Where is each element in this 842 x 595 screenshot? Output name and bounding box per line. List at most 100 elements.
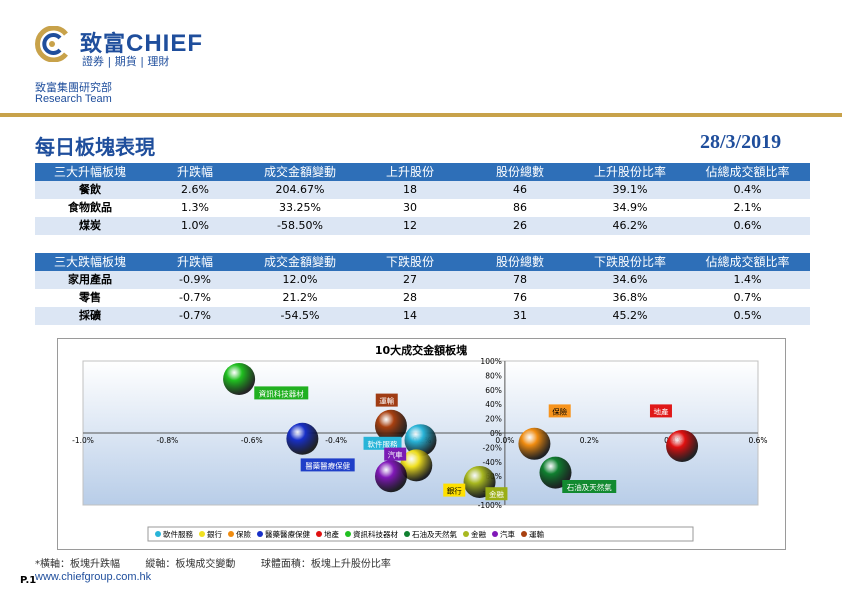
column-header: 上升股份 — [355, 163, 465, 181]
data-label-bg — [384, 447, 407, 461]
data-label: 金融 — [489, 489, 504, 499]
data-label-bg — [300, 458, 355, 472]
x-tick-label: -0.4% — [325, 436, 347, 445]
legend-marker — [345, 531, 351, 537]
table-cell: 204.67% — [245, 181, 355, 199]
table-cell: 0.4% — [685, 181, 810, 199]
header-divider — [0, 113, 842, 117]
table-cell: 0.7% — [685, 289, 810, 307]
data-label-bg — [254, 386, 309, 400]
y-tick-label: 0% — [490, 429, 502, 438]
data-label-bg — [443, 483, 466, 497]
bubble-6 — [223, 363, 256, 395]
table-cell: 1.4% — [685, 271, 810, 289]
brand-tagline: 證券 | 期貨 | 理財 — [82, 55, 170, 68]
table-cell: 0.5% — [685, 307, 810, 325]
legend-item: 地產 — [324, 529, 339, 539]
sector-name: 食物飲品 — [35, 199, 145, 217]
chart-footnote: *橫軸：板塊升跌幅 縱軸：板塊成交變動 球體面積：板塊上升股份比率 — [35, 559, 391, 570]
data-label-bg — [649, 404, 672, 418]
sector-name: 家用產品 — [35, 271, 145, 289]
legend-box — [147, 526, 694, 542]
data-label: 地產 — [653, 406, 668, 416]
gainers-body: 餐飲 2.6% 204.67% 18 46 39.1% 0.4% 食物飲品 1.3% 33.25%… — [35, 181, 810, 235]
losers-table: 三大跌幅板塊 升跌幅 成交金額變動 下跌股份 股份總數 下跌股份比率 佔總成交額比率 家用產… — [35, 253, 810, 325]
x-tick-label: -0.6% — [241, 436, 263, 445]
table-cell: -58.50% — [245, 217, 355, 235]
table-cell: 78 — [465, 271, 575, 289]
table-row: 採礦 -0.7% -54.5% 14 31 45.2% 0.5% — [35, 307, 810, 325]
table-cell: -0.7% — [145, 289, 245, 307]
y-tick-label: 100% — [480, 357, 501, 366]
column-header: 成交金額變動 — [245, 253, 355, 271]
x-tick-label: 0.2% — [580, 436, 599, 445]
table-cell: 21.2% — [245, 289, 355, 307]
brand-name-en: CHIEF — [126, 30, 204, 57]
column-header: 佔總成交額比率 — [685, 253, 810, 271]
legend-item: 資訊科技器材 — [353, 529, 398, 539]
gainers-table: 三大升幅板塊 升跌幅 成交金額變動 上升股份 股份總數 上升股份比率 佔總成交額比率 餐飲 2… — [35, 163, 810, 235]
data-label-bg — [363, 436, 402, 450]
data-label: 汽車 — [388, 450, 403, 460]
table-cell: 12 — [355, 217, 465, 235]
table-cell: 46.2% — [575, 217, 685, 235]
y-tick-label: 80% — [485, 371, 502, 380]
data-label-bg — [375, 393, 398, 407]
x-tick-label: 0.0% — [495, 436, 514, 445]
legend-marker — [155, 531, 161, 537]
column-header: 股份總數 — [465, 253, 575, 271]
table-cell: 26 — [465, 217, 575, 235]
table-cell: -0.7% — [145, 307, 245, 325]
bubble-2 — [400, 449, 433, 482]
table-row: 餐飲 2.6% 204.67% 18 46 39.1% 0.4% — [35, 181, 810, 199]
sector-name: 煤炭 — [35, 217, 145, 235]
table-cell: 0.6% — [685, 217, 810, 235]
data-label: 銀行 — [447, 486, 462, 496]
sector-name: 餐飲 — [35, 181, 145, 199]
legend-item: 醫藥醫療保健 — [265, 529, 310, 539]
legend-item: 保險 — [236, 529, 251, 539]
data-label-bg — [548, 404, 571, 418]
bubble-chart-container: 10大成交金額板塊-1.0%-0.8%-0.6%-0.4%-0.2%0.0%0.… — [57, 338, 786, 550]
table-cell: 76 — [465, 289, 575, 307]
column-header: 升跌幅 — [145, 253, 245, 271]
legend-item: 運輸 — [529, 529, 544, 539]
column-header: 佔總成交額比率 — [685, 163, 810, 181]
bubble-9 — [374, 460, 407, 493]
y-tick-label: -20% — [482, 443, 501, 452]
data-label: 石油及天然氣 — [567, 482, 612, 492]
legend-item: 金融 — [471, 529, 486, 539]
bubble-3 — [518, 427, 551, 460]
table-cell: 46 — [465, 181, 575, 199]
x-tick-label: 0.6% — [748, 436, 767, 445]
table-cell: 14 — [355, 307, 465, 325]
department-en: Research Team — [35, 93, 112, 105]
y-tick-label: -40% — [482, 458, 501, 467]
losers-header-row: 三大跌幅板塊 升跌幅 成交金額變動 下跌股份 股份總數 下跌股份比率 佔總成交額比率 — [35, 253, 810, 271]
table-row: 家用產品 -0.9% 12.0% 27 78 34.6% 1.4% — [35, 271, 810, 289]
page-number: P.1 — [20, 575, 37, 586]
bubble-4 — [286, 422, 319, 455]
column-header: 股份總數 — [465, 163, 575, 181]
table-cell: 12.0% — [245, 271, 355, 289]
table-cell: -0.9% — [145, 271, 245, 289]
data-label-bg — [562, 480, 617, 493]
bubble-5 — [666, 429, 699, 462]
column-header: 三大升幅板塊 — [35, 163, 145, 181]
table-row: 煤炭 1.0% -58.50% 12 26 46.2% 0.6% — [35, 217, 810, 235]
bubble-10 — [374, 409, 407, 442]
table-cell: 2.1% — [685, 199, 810, 217]
legend-item: 銀行 — [207, 529, 222, 539]
table-cell: -54.5% — [245, 307, 355, 325]
y-tick-label: 40% — [485, 400, 502, 409]
legend-marker — [492, 531, 498, 537]
x-tick-label: -1.0% — [72, 436, 94, 445]
website-link[interactable]: www.chiefgroup.com.hk — [35, 571, 152, 583]
data-label: 醫藥醫療保健 — [305, 460, 350, 470]
table-cell: 33.25% — [245, 199, 355, 217]
table-cell: 36.8% — [575, 289, 685, 307]
data-label-bg — [485, 487, 508, 501]
sector-name: 採礦 — [35, 307, 145, 325]
legend-item: 軟件服務 — [163, 529, 193, 539]
y-tick-label: 60% — [485, 386, 502, 395]
